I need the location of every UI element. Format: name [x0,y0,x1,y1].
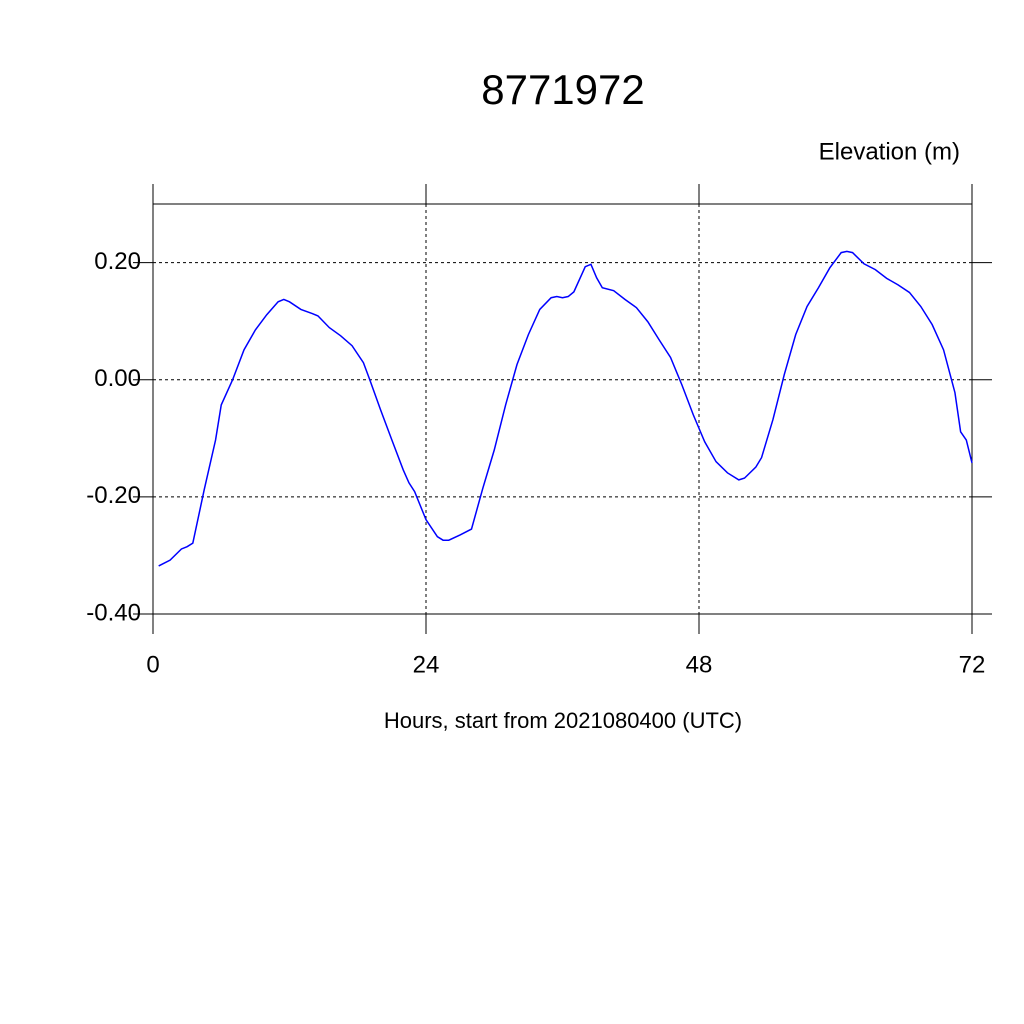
y-axis-label: Elevation (m) [819,138,960,165]
y-tick-label: 0.20 [94,248,141,275]
x-tick-label: 72 [959,651,986,678]
x-axis-label: Hours, start from 2021080400 (UTC) [384,708,742,733]
x-tick-label: 48 [686,651,713,678]
data-line [158,250,973,567]
chart-title: 8771972 [481,66,645,113]
x-tick-label: 24 [413,651,440,678]
y-tick-label: 0.00 [94,365,141,392]
y-tick-label: -0.40 [86,599,141,626]
x-tick-label: 0 [146,651,159,678]
y-tick-label: -0.20 [86,482,141,509]
